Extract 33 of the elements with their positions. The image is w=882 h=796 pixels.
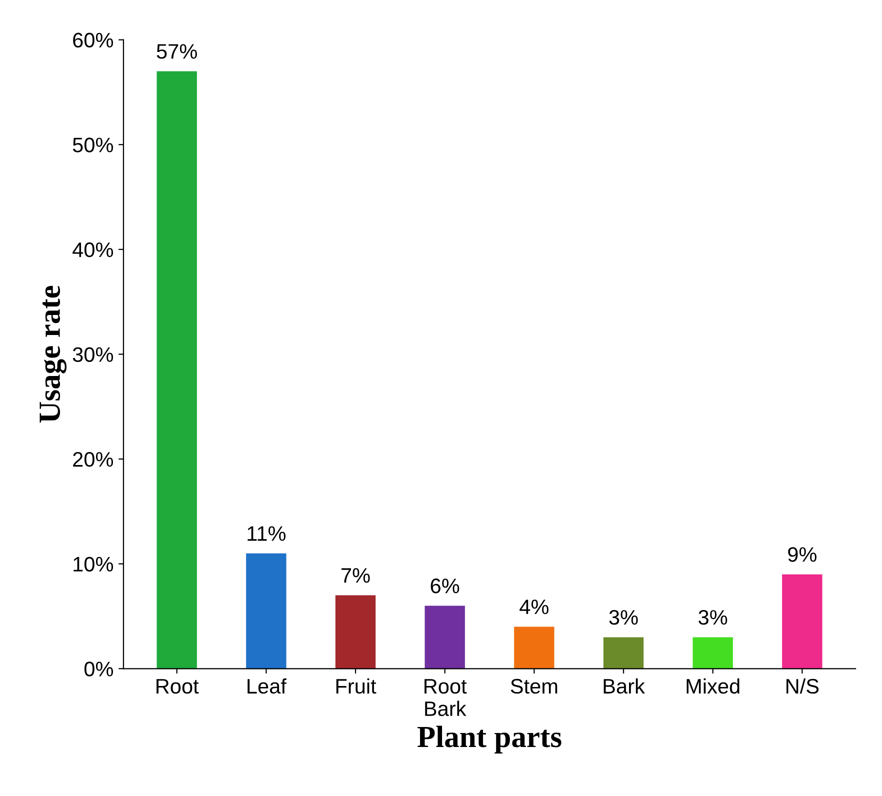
bar bbox=[335, 595, 376, 669]
data-label: 3% bbox=[609, 610, 638, 625]
x-tick-label: Root bbox=[156, 679, 199, 694]
x-tick-label: N/S bbox=[786, 678, 819, 694]
data-label: 4% bbox=[520, 600, 548, 614]
bar bbox=[424, 606, 465, 669]
x-tick-label: Mixed bbox=[686, 678, 740, 694]
y-tick-label: 10% bbox=[74, 556, 114, 572]
y-axis-title: Usage rate bbox=[40, 286, 67, 423]
x-tick-label: Root Bark bbox=[424, 679, 467, 716]
x-axis-title: Plant parts bbox=[417, 726, 562, 754]
x-tick-label: Leaf bbox=[248, 678, 286, 694]
y-tick-label: 30% bbox=[72, 347, 114, 362]
bar bbox=[782, 574, 822, 669]
x-tick-label: Stem bbox=[510, 678, 558, 694]
data-label: 3% bbox=[698, 610, 728, 625]
bar bbox=[692, 637, 733, 669]
x-tick-label: Fruit bbox=[336, 678, 376, 694]
y-tick-label: 20% bbox=[73, 452, 114, 467]
y-tick-label: 50% bbox=[72, 138, 114, 152]
y-tick-label: 0% bbox=[84, 662, 114, 676]
y-tick-label: 40% bbox=[72, 242, 114, 258]
y-tick-label: 60% bbox=[73, 32, 114, 48]
data-label: 11% bbox=[248, 526, 286, 541]
bar bbox=[603, 637, 644, 669]
data-label: 57% bbox=[156, 44, 197, 59]
bar bbox=[156, 71, 197, 669]
bar bbox=[246, 553, 286, 669]
data-label: 9% bbox=[788, 547, 816, 562]
bar bbox=[514, 626, 554, 669]
data-label: 7% bbox=[342, 568, 370, 583]
data-label: 6% bbox=[430, 578, 460, 594]
x-tick-label: Bark bbox=[604, 678, 645, 694]
